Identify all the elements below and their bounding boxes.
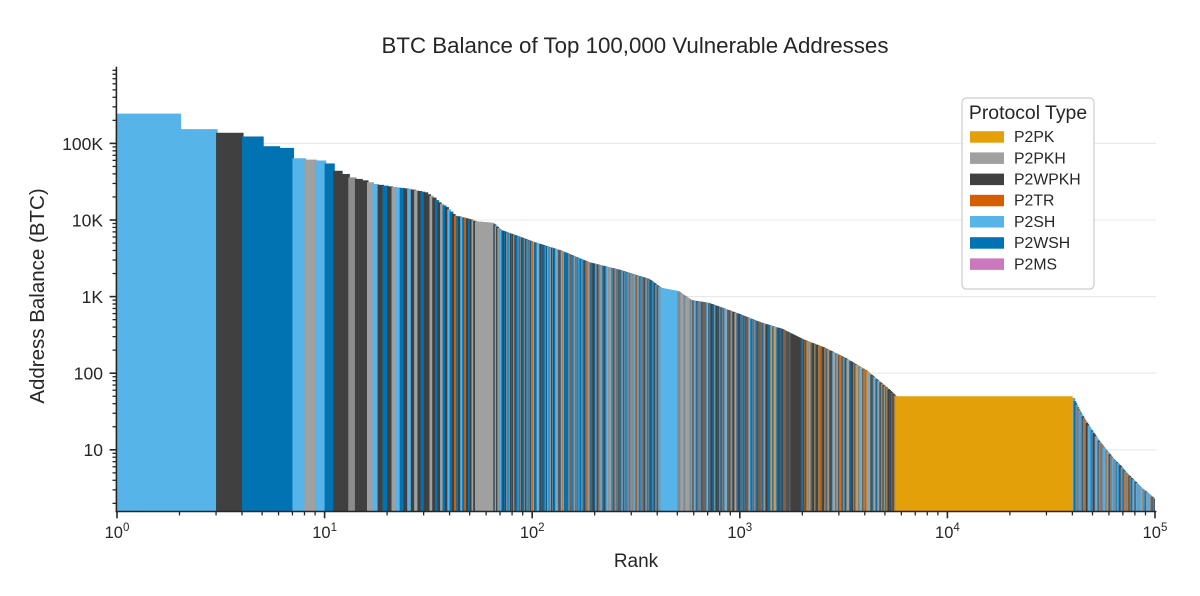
- svg-text:P2MS: P2MS: [1014, 256, 1057, 273]
- svg-text:10: 10: [84, 440, 104, 460]
- svg-text:1K: 1K: [82, 287, 104, 307]
- svg-text:P2PKH: P2PKH: [1014, 150, 1066, 167]
- svg-text:P2PK: P2PK: [1014, 129, 1055, 146]
- svg-text:100: 100: [74, 364, 103, 384]
- svg-text:P2WPKH: P2WPKH: [1014, 172, 1081, 189]
- svg-text:Address Balance (BTC): Address Balance (BTC): [26, 188, 49, 403]
- svg-text:Protocol Type: Protocol Type: [969, 102, 1087, 124]
- svg-text:BTC Balance of Top 100,000 Vul: BTC Balance of Top 100,000 Vulnerable Ad…: [382, 33, 889, 58]
- svg-text:100K: 100K: [62, 134, 103, 154]
- svg-text:P2SH: P2SH: [1014, 214, 1055, 231]
- svg-text:Rank: Rank: [614, 551, 659, 572]
- svg-text:P2TR: P2TR: [1014, 193, 1054, 210]
- svg-text:10K: 10K: [72, 210, 103, 230]
- svg-text:P2WSH: P2WSH: [1014, 235, 1070, 252]
